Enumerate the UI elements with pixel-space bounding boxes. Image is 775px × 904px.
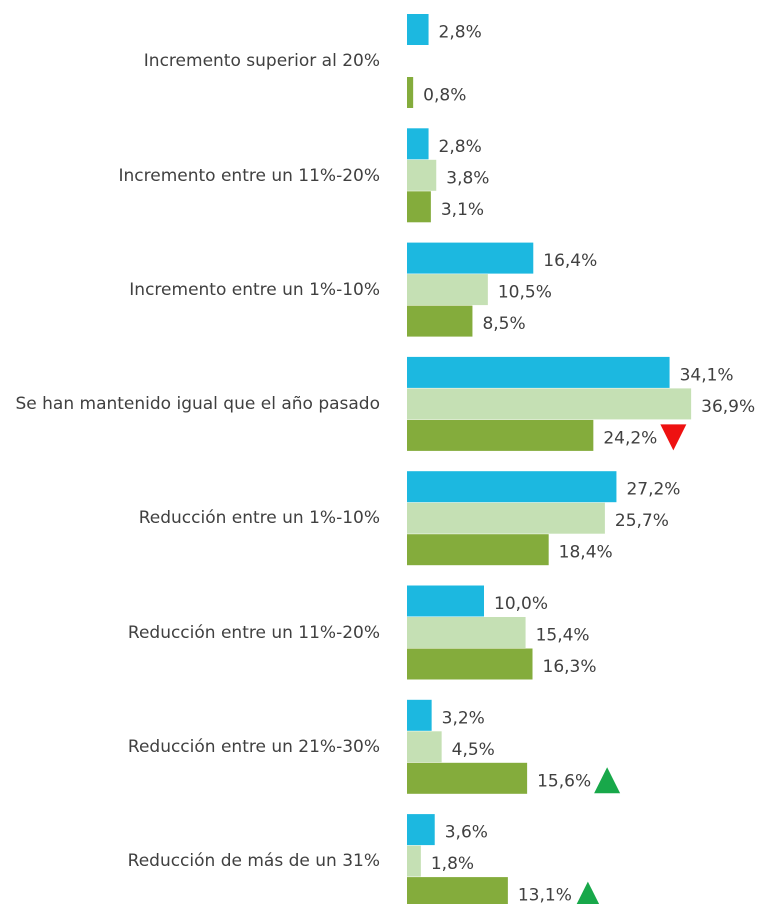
bar (407, 419, 594, 451)
category-label: Reducción de más de un 31% (5, 811, 380, 904)
category-text: Reducción entre un 11%-20% (127, 622, 380, 643)
category-text: Incremento entre un 11%-20% (118, 165, 380, 186)
bar (407, 814, 435, 846)
value-label: 15,6% (537, 771, 591, 791)
value-label: 2,8% (439, 137, 482, 157)
category-label: Se han mantenido igual que el año pasado (5, 354, 380, 454)
bar (407, 648, 533, 680)
trend-marker (660, 424, 687, 451)
value-label: 24,2% (603, 428, 657, 448)
value-label: 34,1% (680, 365, 734, 385)
value-label: 2,8% (439, 23, 482, 43)
value-label: 36,9% (701, 397, 755, 417)
bar (407, 191, 431, 223)
bar (407, 159, 437, 191)
bar (407, 305, 473, 337)
value-label: 16,4% (543, 251, 597, 271)
bar (407, 274, 488, 306)
bar (407, 617, 526, 648)
bar (407, 128, 429, 160)
bar (407, 502, 605, 534)
value-label: 1,8% (431, 854, 474, 874)
value-label: 3,1% (441, 200, 484, 220)
category-label: Incremento entre un 11%-20% (5, 126, 380, 226)
value-label: 25,7% (615, 511, 669, 531)
bar (407, 877, 508, 904)
value-label: 0,8% (423, 86, 466, 106)
value-label: 3,2% (442, 708, 485, 728)
value-label: 10,0% (494, 594, 548, 614)
value-label: 3,8% (446, 168, 489, 188)
value-label: 13,1% (518, 886, 572, 904)
value-label: 8,5% (482, 314, 525, 334)
bar (407, 731, 442, 763)
category-label: Incremento entre un 1%-10% (5, 240, 380, 340)
bar (407, 762, 528, 794)
value-label: 10,5% (498, 283, 552, 303)
bar (407, 471, 617, 503)
category-text: Incremento entre un 1%-10% (129, 279, 380, 300)
bar (407, 699, 432, 731)
category-label: Reducción entre un 11%-20% (5, 583, 380, 683)
category-text: Incremento superior al 20% (143, 51, 380, 72)
bar (407, 77, 414, 108)
category-label: Incremento superior al 20% (5, 11, 380, 111)
bar (407, 242, 534, 274)
value-label: 16,3% (543, 657, 597, 677)
value-label: 15,4% (536, 626, 590, 646)
bar (407, 534, 549, 566)
trend-marker (594, 767, 621, 794)
category-text: Se han mantenido igual que el año pasado (15, 394, 380, 415)
bar (407, 356, 670, 388)
bar (407, 388, 692, 420)
category-text: Reducción entre un 21%-30% (127, 737, 380, 758)
bar (407, 14, 429, 45)
bar (407, 585, 484, 617)
category-text: Reducción de más de un 31% (127, 851, 380, 872)
value-label: 27,2% (626, 480, 680, 500)
category-label: Reducción entre un 1%-10% (5, 468, 380, 568)
value-label: 4,5% (452, 740, 495, 760)
category-text: Reducción entre un 1%-10% (138, 508, 380, 529)
category-label: Reducción entre un 21%-30% (5, 697, 380, 797)
value-label: 18,4% (559, 543, 613, 563)
value-label: 3,6% (445, 823, 488, 843)
trend-marker (576, 881, 600, 904)
bar (407, 845, 421, 877)
